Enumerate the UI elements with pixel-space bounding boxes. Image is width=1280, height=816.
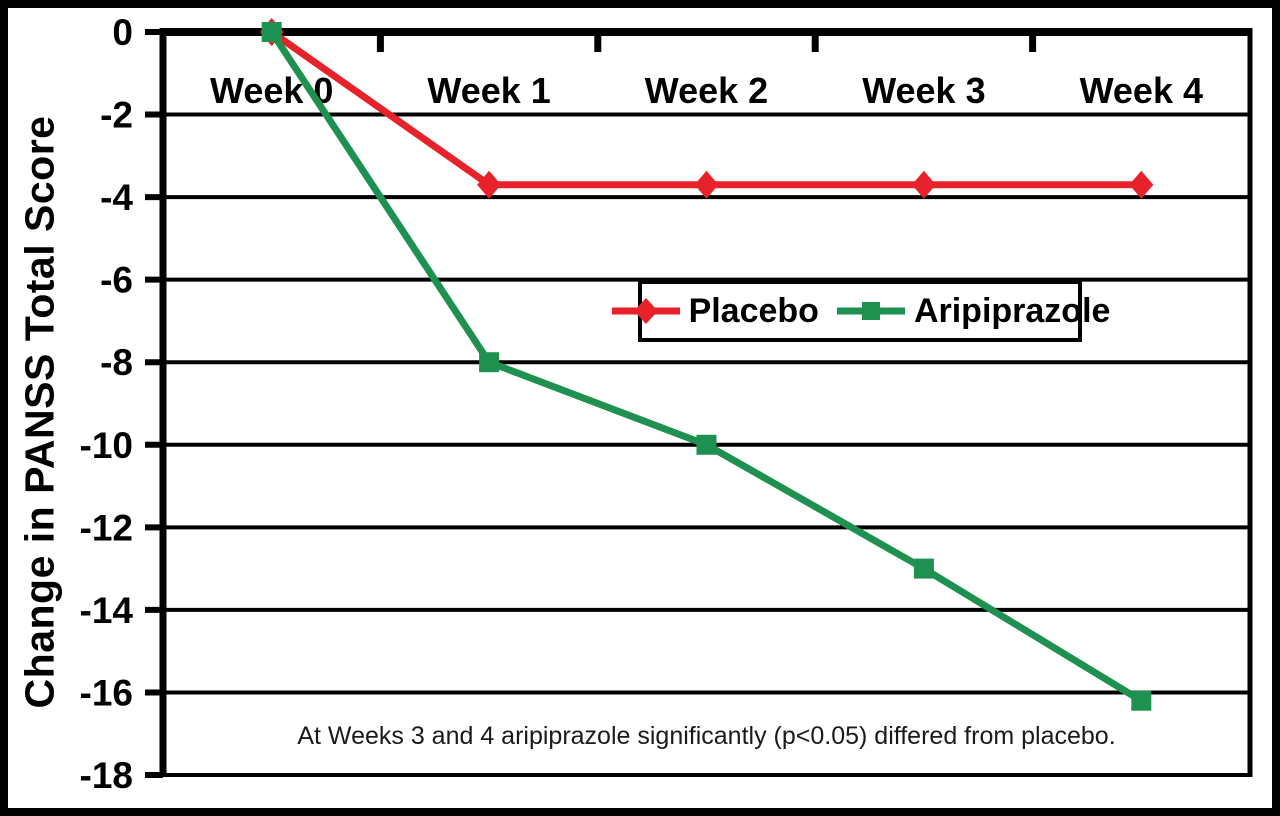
placebo-marker-week-2 <box>694 170 719 199</box>
x-axis-label-week-0: Week 0 <box>210 70 333 111</box>
y-axis-title: Change in PANSS Total Score <box>16 115 63 709</box>
legend: Placebo Aripiprazole <box>611 280 1110 342</box>
x-axis-label-week-4: Week 4 <box>1080 70 1203 111</box>
y-axis-label--10: -10 <box>80 425 133 466</box>
x-axis-label-week-3: Week 3 <box>862 70 985 111</box>
y-axis-label--6: -6 <box>100 260 133 301</box>
placebo-marker-week-4 <box>1129 170 1154 199</box>
placebo-line-marker-icon <box>611 298 680 324</box>
aripiprazole-line-marker-icon <box>836 302 905 320</box>
y-axis-label--14: -14 <box>80 590 134 631</box>
aripiprazole-marker-week-1 <box>479 352 500 373</box>
y-axis-label--16: -16 <box>80 672 133 713</box>
y-axis-label--2: -2 <box>100 95 133 136</box>
placebo-marker-week-3 <box>911 170 936 199</box>
y-axis-label--18: -18 <box>80 755 133 796</box>
aripiprazole-marker-week-0 <box>261 22 282 42</box>
placebo-marker-week-1 <box>477 170 502 199</box>
legend-entry-placebo: Placebo <box>610 294 819 328</box>
x-axis-label-week-1: Week 1 <box>427 70 550 111</box>
aripiprazole-marker-week-2 <box>696 434 717 455</box>
y-axis-label--12: -12 <box>80 507 133 548</box>
legend-label-aripiprazole: Aripiprazole <box>913 292 1111 330</box>
legend-label-placebo: Placebo <box>688 292 819 330</box>
y-axis-label-0: 0 <box>112 12 133 53</box>
aripiprazole-marker-week-4 <box>1131 690 1152 711</box>
x-axis-label-week-2: Week 2 <box>645 70 768 111</box>
legend-entry-aripiprazole: Aripiprazole <box>835 294 1110 328</box>
significance-annotation: At Weeks 3 and 4 aripiprazole significan… <box>297 722 1116 750</box>
y-axis-label--4: -4 <box>100 177 133 218</box>
y-axis-label--8: -8 <box>100 342 133 383</box>
aripiprazole-marker-week-3 <box>913 558 934 579</box>
aripiprazole-line <box>268 30 1144 704</box>
